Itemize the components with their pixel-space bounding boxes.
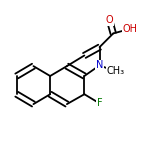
Text: OH: OH	[123, 24, 137, 34]
Text: N: N	[96, 60, 103, 70]
Text: F: F	[97, 98, 102, 108]
Text: O: O	[106, 15, 113, 25]
Text: CH₃: CH₃	[106, 66, 125, 76]
